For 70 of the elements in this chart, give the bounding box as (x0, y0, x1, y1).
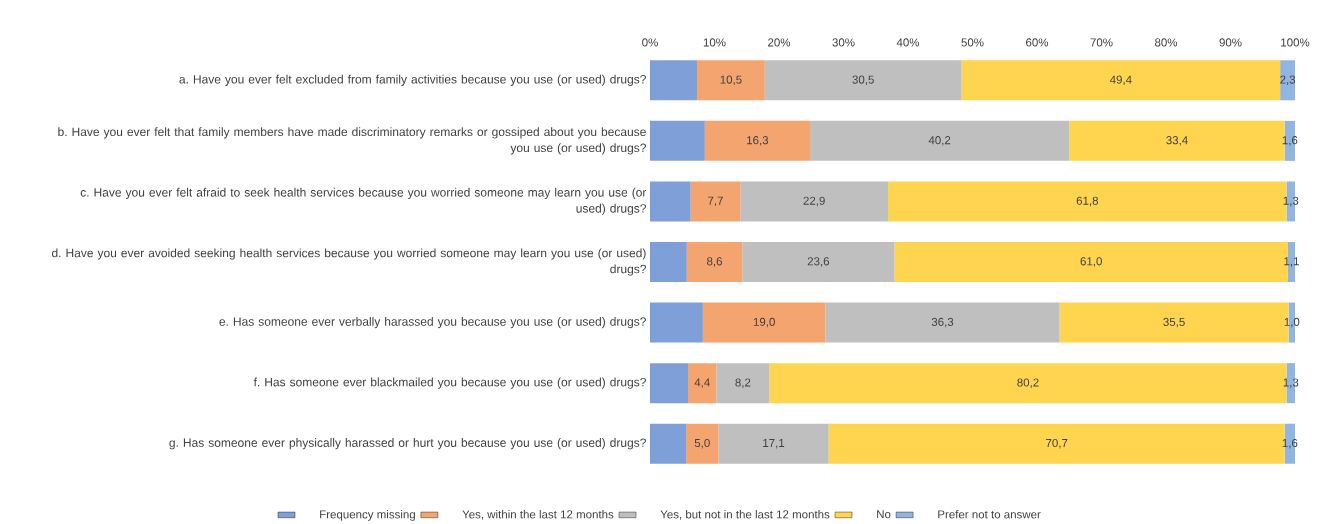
data-label: 5,0 (694, 438, 710, 449)
x-tick-label: 60% (1026, 38, 1049, 47)
data-label: 10,5 (720, 75, 742, 86)
x-tick-label: 10% (703, 38, 726, 47)
data-label: 33,4 (1166, 136, 1188, 146)
data-label: 7,7 (708, 196, 723, 207)
y-tick-label: e. Has someone ever verbally harassed you because you use (or used) drugs? (219, 316, 646, 329)
bar (697, 60, 765, 101)
y-tick-label: f. Has someone ever blackmailed you because you use (or used) drugs? (253, 377, 646, 389)
bar (1280, 60, 1296, 101)
bar (704, 120, 810, 161)
x-tick-label: 80% (1155, 38, 1178, 47)
x-tick-label: 100% (1281, 38, 1310, 47)
y-tick-label: c. Have you ever felt afraid to seek health services because you worried someone may learn you use (or used) drugs? (80, 187, 647, 216)
bar (650, 60, 698, 101)
bar (702, 302, 826, 343)
y-tick-label: d. Have you ever avoided seeking health services because you worried someone may learn you use (or used) drugs? (52, 248, 647, 276)
data-label: 61,0 (1080, 257, 1102, 267)
data-label: 1,1 (1284, 257, 1299, 267)
legend-label: Prefer not to answer (938, 509, 1041, 519)
bar (650, 120, 705, 161)
bar (686, 423, 719, 464)
bar (740, 181, 889, 222)
data-label: 80,2 (1017, 378, 1039, 388)
x-tick-label: 30% (832, 38, 855, 47)
legend-label: Frequency missing (320, 509, 415, 521)
x-tick-label: 40% (896, 38, 920, 47)
bar (809, 120, 1070, 161)
data-label: 8,6 (707, 257, 722, 267)
y-tick-label: b. Have you ever felt that family members have made discriminatory remarks or gossiped about you because you use (or used) drugs? (58, 127, 647, 155)
bar (650, 242, 687, 283)
bar (650, 423, 687, 464)
data-label: 40,2 (928, 136, 951, 146)
data-label: 22,9 (803, 196, 825, 207)
data-label: 2,3 (1280, 75, 1296, 86)
legend-label: Yes, within the last 12 months (462, 509, 614, 520)
data-label: 49,4 (1109, 75, 1132, 86)
bar (650, 181, 691, 222)
data-label: 30,5 (852, 75, 874, 86)
y-tick-label: g. Has someone ever physically harassed or hurt you because you use (or used) drugs? (169, 438, 646, 450)
y-tick-label: a. Have you ever felt excluded from family activities because you use (or used) drugs? (179, 74, 646, 86)
x-tick-label: 70% (1090, 38, 1113, 47)
data-label: 8,2 (735, 378, 751, 388)
data-label: 36,3 (931, 317, 954, 328)
data-label: 16,3 (747, 136, 769, 146)
data-label: 23,6 (807, 257, 830, 267)
data-label: 70,7 (1046, 438, 1068, 449)
data-label: 4,4 (694, 378, 710, 388)
x-tick-label: 0% (642, 38, 658, 47)
bar (688, 363, 717, 404)
bar (690, 181, 741, 222)
legend-label: No (877, 510, 891, 519)
bar (764, 60, 962, 101)
bar (650, 302, 703, 343)
x-tick-label: 50% (961, 38, 984, 47)
data-label: 61,8 (1076, 196, 1099, 207)
x-tick-label: 20% (768, 38, 791, 47)
bar (718, 423, 829, 464)
bar (742, 242, 895, 283)
bar (686, 242, 743, 283)
data-label: 19,0 (753, 317, 775, 328)
legend-label: Yes, but not in the last 12 months (660, 509, 830, 520)
data-label: 1,0 (1284, 317, 1300, 328)
bar (650, 363, 689, 404)
data-label: 17,1 (763, 439, 785, 449)
bar (716, 363, 770, 404)
x-tick-label: 90% (1219, 38, 1242, 47)
bar (825, 302, 1060, 343)
bar (961, 60, 1281, 101)
data-label: 35,5 (1163, 317, 1185, 328)
